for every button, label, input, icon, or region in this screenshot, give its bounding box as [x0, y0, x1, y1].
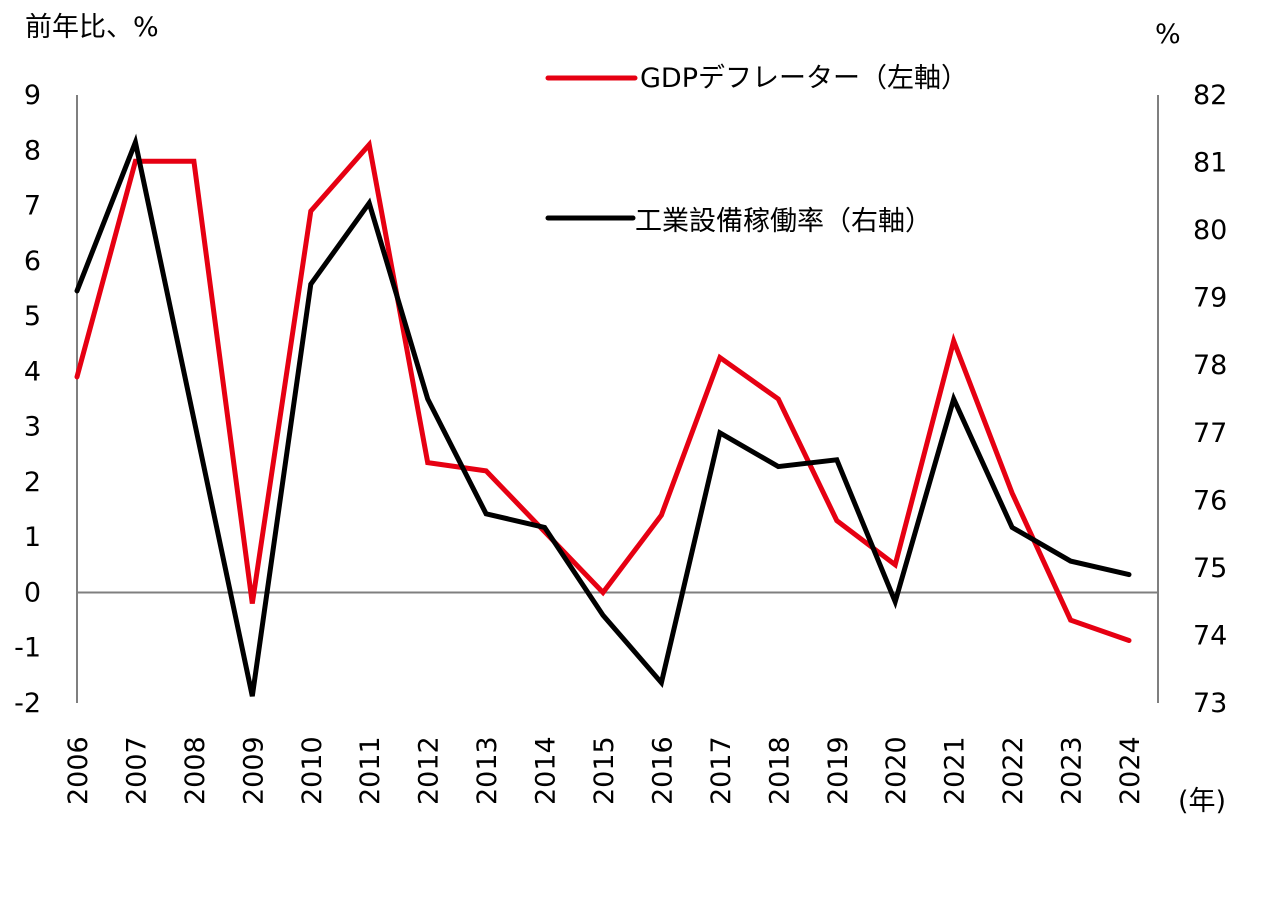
x-tick-label: 2007: [121, 736, 152, 805]
x-tick-label: 2006: [63, 736, 94, 805]
x-tick-label: 2011: [355, 736, 386, 805]
series-line-capacity-utilization: [74, 133, 1132, 697]
right-axis-ticks: 82 81 80 79 78 77 76 75 74 73: [1193, 80, 1227, 719]
x-tick-label: 2021: [940, 736, 971, 805]
legend: GDPデフレーター（左軸） 工業設備稼働率（右軸）: [545, 63, 968, 237]
left-tick-label: 6: [24, 246, 41, 277]
left-tick-label: 1: [24, 522, 41, 553]
left-axis-unit: 前年比、%: [25, 12, 159, 43]
legend-item-gdp-deflator: GDPデフレーター（左軸）: [545, 63, 968, 94]
left-tick-label: 2: [24, 467, 41, 498]
x-tick-label: 2014: [531, 736, 562, 805]
left-tick-label: 5: [24, 301, 41, 332]
left-tick-label: 3: [24, 412, 41, 443]
right-tick-label: 80: [1193, 215, 1227, 246]
right-axis-unit: %: [1155, 19, 1181, 50]
left-tick-label: 8: [24, 135, 41, 166]
left-tick-label: 9: [24, 80, 41, 111]
x-tick-label: 2023: [1057, 736, 1088, 805]
x-tick-label: 2018: [764, 736, 795, 805]
right-tick-label: 78: [1193, 350, 1227, 381]
x-tick-label: 2012: [414, 736, 445, 805]
x-tick-label: 2024: [1115, 736, 1146, 805]
right-tick-label: 81: [1193, 148, 1227, 179]
left-tick-label: -1: [14, 633, 41, 664]
legend-label-gdp-deflator: GDPデフレーター（左軸）: [640, 63, 968, 94]
x-tick-label: 2010: [297, 736, 328, 805]
x-tick-label: 2020: [881, 736, 912, 805]
left-axis-ticks: 9 8 7 6 5 4 3 2 1 0 -1 -2: [14, 80, 41, 719]
x-tick-label: 2013: [472, 736, 503, 805]
x-tick-label: 2017: [706, 736, 737, 805]
x-tick-label: 2022: [998, 736, 1029, 805]
legend-label-capacity-utilization: 工業設備稼働率（右軸）: [635, 206, 932, 237]
right-tick-label: 79: [1193, 283, 1227, 314]
series-layer: [74, 133, 1132, 697]
right-tick-label: 76: [1193, 485, 1227, 516]
left-tick-label: 0: [24, 577, 41, 608]
left-tick-label: 4: [24, 356, 41, 387]
right-tick-label: 74: [1193, 620, 1227, 651]
left-tick-label: -2: [14, 688, 41, 719]
x-tick-label: 2015: [589, 736, 620, 805]
right-tick-label: 73: [1193, 688, 1227, 719]
x-tick-label: 2008: [180, 736, 211, 805]
right-tick-label: 82: [1193, 80, 1227, 111]
x-axis-unit: (年): [1178, 786, 1226, 817]
x-tick-label: 2009: [238, 736, 269, 805]
x-axis-ticks: 2006 2007 2008 2009 2010 2011 2012 2013 2014 2015…: [63, 736, 1146, 805]
x-tick-label: 2016: [647, 736, 678, 805]
left-tick-label: 7: [24, 191, 41, 222]
legend-item-capacity-utilization: 工業設備稼働率（右軸）: [545, 206, 932, 237]
right-tick-label: 77: [1193, 418, 1227, 449]
right-tick-label: 75: [1193, 553, 1227, 584]
x-tick-label: 2019: [823, 736, 854, 805]
